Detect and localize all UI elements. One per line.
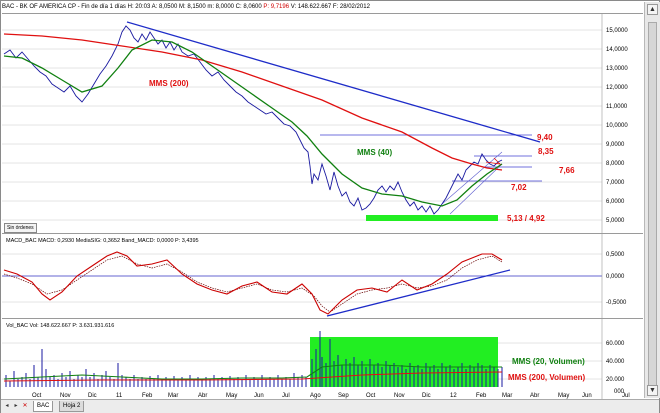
tab-bac[interactable]: BAC [33,401,54,412]
x-axis-label: Nov [394,393,405,399]
support-zone [366,215,498,221]
mms200-line [3,33,503,171]
y-tick: 8,0000 [606,161,625,167]
support-label: 5,13 / 4,92 [507,214,545,223]
x-axis-label: Feb [142,393,153,399]
level-label-835: 8,35 [538,147,554,156]
tab-close-icon[interactable]: ✕ [22,403,28,409]
channel-lower [449,163,503,215]
x-axis-label: Jun [254,393,264,399]
x-axis-label: May [226,393,237,399]
x-axis-label: Oct [32,393,42,399]
y-tick: 10,0000 [606,123,628,129]
scroll-thumb[interactable] [648,22,657,388]
volume-y-tick: 20.000 [606,377,625,383]
tab-hoja-2[interactable]: Hoja 2 [59,401,85,412]
x-axis-label: Abr [530,393,539,399]
volume-y-unit: 000 [614,389,625,395]
title-stats: H: 20:03 A: 8,0500 M: 8,1500 m: 8,0000 C… [127,4,262,10]
volume-mms20-line [3,364,502,380]
x-axis-label: Jun [582,393,592,399]
volume-highlight-zone [310,337,498,387]
sheet-tab-bar: ◂ ▸ ✕ BAC Hoja 2 [1,399,659,413]
vertical-scrollbar[interactable]: ▲ ▼ [644,2,660,398]
volume-y-tick: 40.000 [606,359,625,365]
x-axis-label: Ago [310,393,321,399]
arrow-red [485,157,502,165]
volume-mms200-line [3,371,503,382]
macd-y-tick: 0,5000 [606,252,625,258]
tab-first-icon[interactable]: ◂ [5,403,9,409]
x-axis-label: Mar [502,393,512,399]
title-volume: V: 148.622.667 F: 28/02/2012 [290,4,370,10]
price-panel: MMS (200) MMS (40) 9,40 8,35 7,66 7,02 5… [2,13,643,234]
mms40-label: MMS (40) [357,148,392,157]
macd-chart: MACD_BAC MACD: 0,2930 MediaSIG: 0,3652 B… [2,234,627,319]
macd-y-tick: 0,0000 [606,274,625,280]
tab-next-icon[interactable]: ▸ [14,403,18,409]
x-axis-label: Sep [338,393,349,399]
y-tick: 11,0000 [606,104,628,110]
channel-upper [441,151,503,205]
mms40-line [3,39,503,207]
x-axis-label: Dic [422,393,431,399]
y-tick: 12,0000 [606,85,628,91]
x-axis-label: Jul [622,393,630,399]
sin-ordenes-button[interactable]: Sin órdenes [4,223,37,233]
volume-y-tick: 60.000 [606,341,625,347]
x-axis-label: Jul [282,393,290,399]
y-tick: 6,0000 [606,199,625,205]
price-series [3,25,503,215]
macd-panel: MACD_BAC MACD: 0,2930 MediaSIG: 0,3652 B… [2,233,643,319]
x-axis-label: 11 [116,393,123,399]
price-chart: MMS (200) MMS (40) 9,40 8,35 7,66 7,02 5… [2,14,628,234]
x-axis-label: Abr [198,393,207,399]
x-axis-label: Oct [366,393,376,399]
x-axis-label: May [558,393,569,399]
x-axis-label: 12 [450,393,457,399]
x-axis-label: Feb [476,393,487,399]
macd-line [3,251,503,315]
y-tick: 14,0000 [606,47,628,53]
volume-chart: Vol_BAC Vol: 148.622.667 P: 3.631.931.61… [2,319,630,399]
y-tick: 7,0000 [606,180,625,186]
level-label-702: 7,02 [511,183,527,192]
volume-legend: Vol_BAC Vol: 148.622.667 P: 3.631.931.61… [6,323,114,329]
volume-mms200-label: MMS (200, Volumen) [508,373,586,382]
y-tick: 9,0000 [606,142,625,148]
scroll-down-icon[interactable]: ▼ [647,385,658,396]
title-pct: P: 9,7196 [263,4,290,10]
macd-trendline [326,269,511,317]
y-tick: 5,0000 [606,218,625,224]
scroll-up-icon[interactable]: ▲ [647,4,658,15]
y-tick: 13,0000 [606,66,628,72]
volume-panel: Vol_BAC Vol: 148.622.667 P: 3.631.931.61… [2,318,643,399]
x-axis-label: Nov [60,393,71,399]
macd-signal-line [3,255,503,313]
trendline-down [126,21,541,143]
volume-mms20-label: MMS (20, Volumen) [512,357,585,366]
macd-y-tick: -0,5000 [606,300,627,306]
title-text: BAC - BK OF AMERICA CP - Fin de día 1 dí… [2,4,126,10]
level-label-940: 9,40 [537,133,553,142]
x-axis-label: Mar [168,393,178,399]
title-bar: BAC - BK OF AMERICA CP - Fin de día 1 dí… [2,2,642,13]
y-tick: 15,0000 [606,28,628,34]
x-axis-label: Dic [88,393,97,399]
level-label-766: 7,66 [559,166,575,175]
mms200-label: MMS (200) [149,79,189,88]
macd-legend: MACD_BAC MACD: 0,2930 MediaSIG: 0,3652 B… [6,238,199,244]
